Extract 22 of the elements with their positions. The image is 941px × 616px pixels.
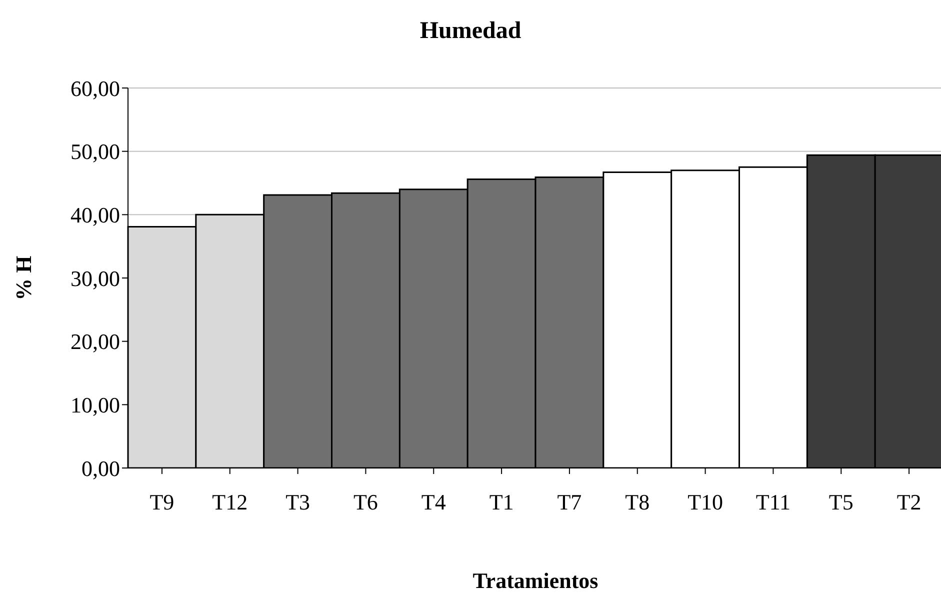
x-axis-title: Tratamientos [472, 568, 600, 594]
chart-title: Humedad [418, 18, 522, 45]
y-tick-label: 10,00 [70, 392, 120, 418]
y-tick-label: 50,00 [70, 139, 120, 164]
x-tick-label: T3 [286, 490, 310, 515]
x-tick-label: T6 [353, 490, 378, 515]
y-tick-label: 30,00 [70, 266, 120, 291]
y-axis-title: % H [10, 256, 36, 300]
y-tick-label: 20,00 [70, 329, 120, 354]
y-tick-label: 0,00 [82, 456, 120, 481]
x-tick-label: T10 [688, 490, 724, 515]
x-tick-label: T11 [756, 490, 791, 515]
x-tick-label: T9 [150, 490, 174, 515]
x-tick-label: T5 [828, 490, 854, 515]
y-tick-label: 60,00 [70, 76, 120, 101]
x-tick-label: T2 [896, 490, 922, 515]
x-tick-label: T7 [557, 490, 582, 515]
x-tick-label: T1 [489, 490, 514, 515]
x-tick-label: T12 [212, 490, 248, 515]
x-tick-label: T8 [625, 490, 650, 515]
x-tick-label: T4 [421, 490, 446, 515]
y-tick-label: 40,00 [70, 202, 120, 228]
